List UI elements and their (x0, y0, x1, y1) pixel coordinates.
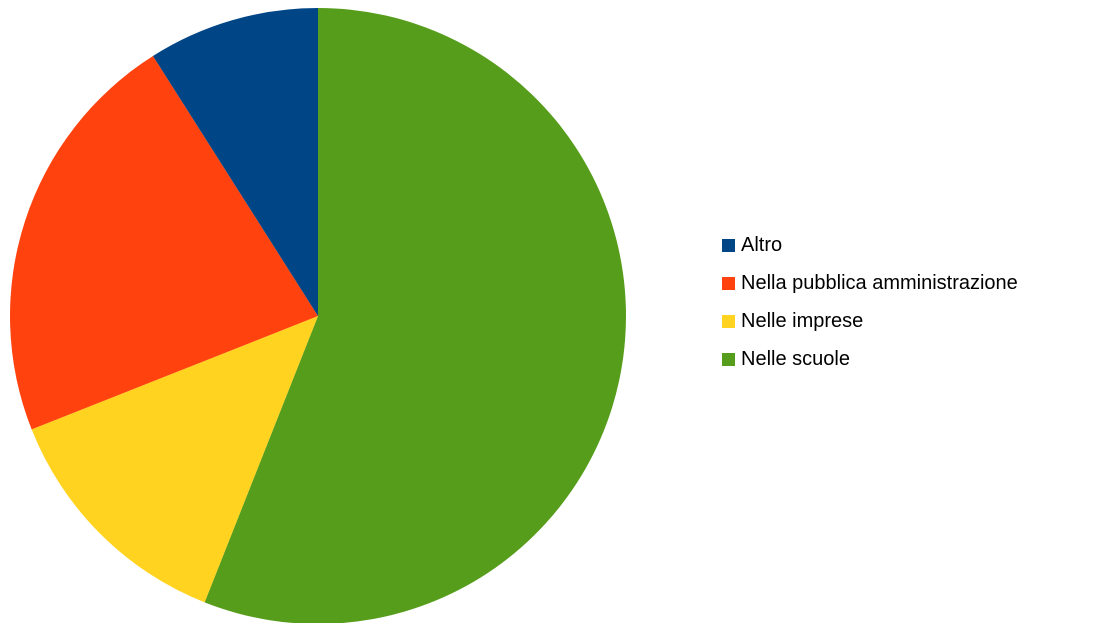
legend-label: Altro (741, 233, 783, 256)
legend-swatch (722, 314, 735, 328)
legend-swatch (722, 238, 735, 252)
pie-slice-nelle-imprese (31, 316, 318, 603)
legend-swatch (722, 352, 735, 366)
pie-slice-nella-pubblica-amministrazione (10, 55, 318, 430)
legend-item-nelle-imprese: Nelle imprese (722, 305, 1018, 337)
legend-label: Nella pubblica amministrazione (741, 271, 1018, 294)
chart-legend: Altro Nella pubblica amministrazione Nelle… (722, 229, 1018, 375)
pie-slice-altro (152, 8, 318, 316)
legend-label: Nelle scuole (741, 347, 850, 370)
pie-chart (10, 8, 626, 623)
legend-swatch (722, 276, 735, 290)
legend-item-altro: Altro (722, 229, 1018, 261)
legend-label: Nelle imprese (741, 309, 864, 332)
legend-item-nelle-scuole: Nelle scuole (722, 343, 1018, 375)
legend-item-nella-pubblica-amministrazione: Nella pubblica amministrazione (722, 267, 1018, 299)
pie-slice-nelle-scuole (204, 8, 626, 623)
